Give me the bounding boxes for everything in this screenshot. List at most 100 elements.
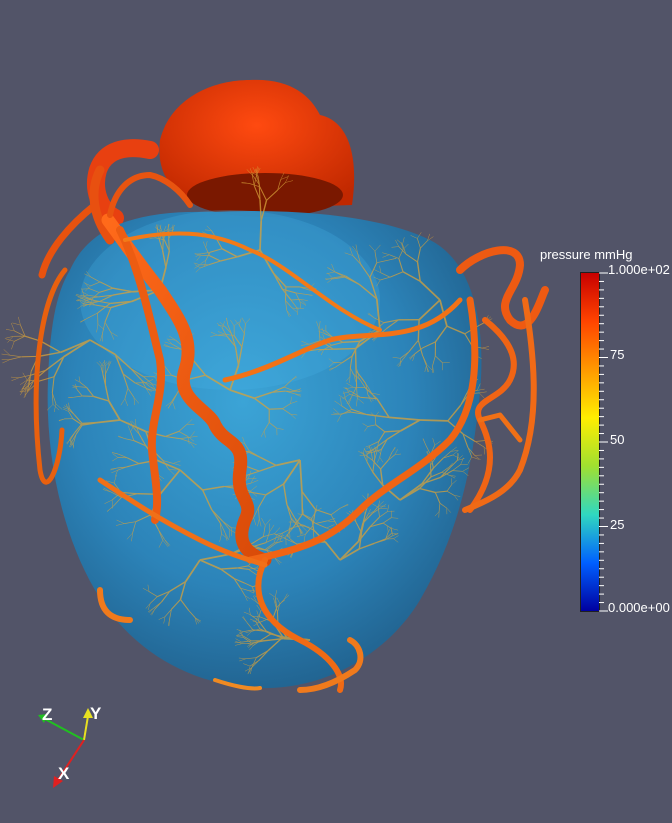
microvessel <box>253 507 259 518</box>
microvessel <box>376 398 390 418</box>
microvessel <box>327 517 336 522</box>
microvessel <box>291 518 299 528</box>
microvessel <box>414 347 424 355</box>
microvessel <box>320 349 325 356</box>
microvessel <box>370 446 375 453</box>
microvessel <box>247 470 260 476</box>
microvessel <box>140 379 150 387</box>
microvessel <box>167 229 175 232</box>
microvessel <box>94 300 111 304</box>
microvessel <box>205 374 231 391</box>
microvessel <box>118 453 128 459</box>
microvessel <box>130 425 134 432</box>
microvessel <box>426 364 433 371</box>
microvessel <box>277 603 281 613</box>
colorbar-min-label: 0.000e+00 <box>608 600 670 615</box>
microvessel <box>327 267 335 273</box>
microvessel <box>276 535 285 538</box>
microvessel <box>131 532 133 542</box>
microvessel <box>18 316 21 326</box>
microvessel <box>245 318 251 324</box>
microvessel <box>171 343 182 350</box>
microvessel <box>53 403 57 413</box>
microvessel <box>368 312 375 319</box>
microvessel <box>209 255 221 262</box>
microvessel <box>442 451 452 459</box>
microvessel <box>241 642 252 645</box>
microvessel <box>449 460 458 468</box>
microvessel <box>479 391 487 394</box>
microvessel <box>422 438 427 446</box>
microvessel <box>301 340 310 345</box>
microvessel <box>294 393 302 396</box>
microvessel <box>119 419 147 433</box>
microvessel <box>367 511 374 515</box>
microvessel <box>467 447 473 458</box>
microvessel <box>72 418 83 426</box>
microvessel <box>316 504 318 512</box>
microvessel <box>252 175 260 185</box>
microvessel <box>289 518 292 530</box>
microvessel <box>380 507 388 510</box>
microvessel <box>462 471 469 476</box>
microvessel <box>70 432 76 440</box>
microvessel <box>364 507 368 514</box>
microvessel <box>205 247 210 256</box>
microvessel <box>373 276 381 281</box>
microvessel <box>360 396 377 400</box>
microvessel <box>387 526 392 533</box>
microvessel <box>408 339 419 353</box>
microvessel <box>300 343 310 346</box>
microvessel <box>258 650 269 661</box>
microvessel <box>10 356 22 360</box>
microvessel <box>220 256 238 262</box>
microvessel <box>343 391 346 400</box>
microvessel <box>221 248 238 258</box>
microvessel <box>391 528 399 531</box>
microvessel <box>290 396 292 404</box>
microvessel <box>110 331 118 337</box>
microvessel <box>233 321 240 327</box>
microvessel <box>363 454 368 463</box>
microvessel <box>299 286 310 289</box>
microvessel <box>89 299 92 307</box>
microvessel <box>312 509 317 526</box>
microvessel <box>260 430 265 437</box>
microvessel <box>462 433 469 448</box>
microvessel <box>114 470 118 477</box>
microvessel <box>280 176 289 180</box>
microvessel <box>450 450 459 452</box>
microvessel <box>392 532 399 536</box>
microvessel <box>77 303 85 310</box>
colorbar-tick-label: 50 <box>610 432 625 447</box>
microvessel <box>204 229 212 231</box>
microvessel <box>126 532 133 540</box>
microvessel <box>386 430 402 440</box>
microvessel <box>358 283 378 300</box>
microvessel <box>446 484 453 492</box>
microvessel <box>483 446 485 455</box>
microvessel <box>430 458 436 466</box>
microvessel <box>362 423 368 427</box>
microvessel <box>133 397 136 406</box>
microvessel <box>357 397 364 404</box>
microvessel <box>236 636 244 638</box>
microvessel <box>331 263 335 272</box>
microvessel <box>316 321 320 330</box>
microvessel <box>219 522 226 534</box>
microvessel <box>382 522 392 529</box>
microvessel <box>1 353 11 356</box>
microvessel <box>418 299 441 321</box>
microvessel <box>157 590 170 598</box>
microvessel <box>149 386 157 391</box>
microvessel <box>264 542 275 550</box>
microvessel <box>75 297 84 301</box>
microvessel <box>389 271 404 278</box>
microvessel <box>20 379 28 385</box>
microvessel <box>135 425 140 435</box>
microvessel <box>318 329 321 341</box>
microvessel <box>113 474 117 484</box>
microvessel <box>247 643 254 646</box>
microvessel <box>70 439 73 446</box>
